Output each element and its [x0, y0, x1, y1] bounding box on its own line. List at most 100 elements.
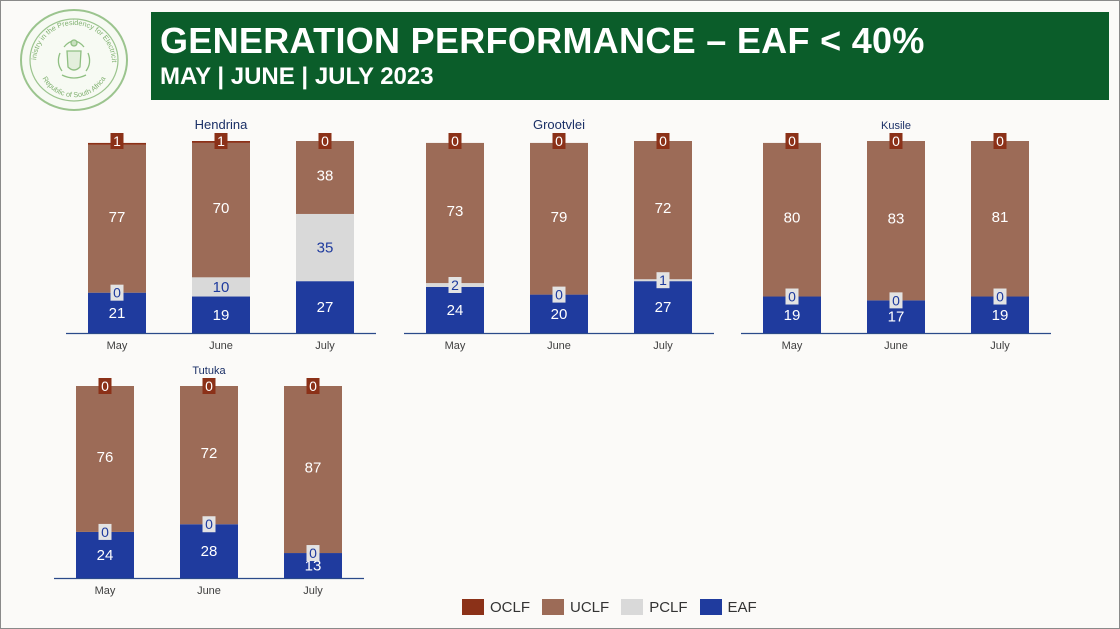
bar-segment-uclf-july: [284, 386, 342, 554]
title-banner: GENERATION PERFORMANCE – EAF < 40% MAY |…: [151, 12, 1109, 100]
chart-grootvlei: Grootvlei 24 2 73 0 May 20 0 79 0 June 27 1 72 0 July: [404, 117, 714, 352]
data-label-eaf-june: 28: [201, 543, 218, 560]
bar-segment-uclf-may: [763, 142, 821, 297]
data-label-box-oclf-june: [889, 133, 903, 149]
data-label-uclf-june: 83: [888, 211, 905, 228]
coat-of-arms-icon: [57, 39, 91, 79]
bar-segment-eaf-june: [180, 524, 238, 578]
chart-title-hendrina: Hendrina: [195, 117, 249, 132]
data-label-box-oclf-june: [202, 378, 216, 394]
legend-label-pclf: PCLF: [649, 598, 688, 616]
data-label-oclf-july: 0: [309, 378, 317, 394]
legend-swatch-eaf: [699, 599, 722, 615]
data-label-uclf-may: 76: [97, 449, 114, 466]
data-label-eaf-may: 21: [109, 305, 126, 322]
data-label-oclf-may: 0: [451, 133, 459, 149]
data-label-uclf-may: 77: [109, 209, 126, 226]
data-label-pclf-may: 2: [451, 277, 459, 293]
x-tick-label-may: May: [95, 585, 116, 597]
data-label-oclf-june: 1: [217, 133, 225, 149]
data-label-box-oclf-july: [306, 378, 320, 394]
data-label-pclf-may: 0: [101, 524, 109, 540]
data-label-oclf-june: 0: [205, 378, 213, 394]
data-label-uclf-july: 72: [655, 200, 672, 217]
data-label-box-pclf-june: [889, 292, 903, 309]
data-label-uclf-may: 73: [447, 203, 464, 220]
x-tick-label-july: July: [653, 340, 673, 352]
legend-swatch-uclf: [542, 599, 565, 615]
data-label-oclf-june: 0: [555, 133, 563, 149]
data-label-oclf-may: 1: [113, 133, 121, 149]
bar-segment-uclf-may: [76, 386, 134, 532]
page-subtitle: MAY | JUNE | JULY 2023: [160, 63, 434, 90]
data-label-box-oclf-july: [993, 133, 1007, 149]
data-label-box-oclf-may: [448, 133, 462, 149]
bar-segment-uclf-june: [180, 386, 238, 525]
legend-label-eaf: EAF: [727, 598, 757, 616]
chart-legend: OCLF UCLF PCLF EAF: [462, 597, 769, 617]
data-label-pclf-june: 0: [892, 292, 900, 308]
data-label-eaf-july: 27: [655, 299, 672, 316]
data-label-uclf-may: 80: [784, 210, 801, 227]
data-label-eaf-may: 24: [447, 302, 464, 319]
data-label-eaf-july: 19: [992, 307, 1009, 324]
data-label-uclf-july: 87: [305, 460, 322, 477]
data-label-box-pclf-june: [552, 286, 566, 303]
data-label-box-oclf-may: [785, 133, 799, 149]
bar-segment-eaf-june: [192, 296, 250, 333]
x-tick-label-may: May: [107, 340, 128, 352]
legend-label-oclf: OCLF: [490, 598, 531, 616]
data-label-box-oclf-may: [98, 378, 112, 394]
data-label-box-oclf-june: [214, 133, 228, 149]
chart-title-tutuka: Tutuka: [192, 365, 226, 377]
data-label-box-oclf-may: [110, 133, 124, 149]
data-label-pclf-july: 35: [317, 240, 334, 257]
x-tick-label-july: July: [315, 340, 335, 352]
legend-item-oclf: OCLF: [462, 599, 530, 616]
chart-hendrina: Hendrina 21 0 77 1 May 19 10 70 1 June 27 35 38 0 July: [66, 117, 376, 352]
legend-item-eaf: EAF: [699, 598, 757, 616]
data-label-pclf-june: 0: [205, 516, 213, 532]
data-label-eaf-june: 17: [888, 309, 905, 326]
data-label-uclf-june: 72: [201, 445, 218, 462]
bar-segment-eaf-july: [634, 281, 692, 333]
legend-item-uclf: UCLF: [542, 599, 609, 616]
data-label-oclf-july: 0: [321, 133, 329, 149]
x-tick-label-july: July: [990, 340, 1010, 352]
data-label-box-pclf-may: [785, 288, 799, 305]
legend-swatch-pclf: [621, 599, 644, 615]
bar-segment-uclf-july: [634, 141, 692, 280]
data-label-pclf-july: 0: [309, 545, 317, 561]
x-tick-label-may: May: [445, 340, 466, 352]
data-label-box-oclf-july: [656, 133, 670, 149]
page-title: GENERATION PERFORMANCE – EAF < 40%: [160, 20, 925, 61]
bar-segment-uclf-july: [971, 141, 1029, 297]
data-label-oclf-july: 0: [996, 133, 1004, 149]
data-label-box-pclf-july: [993, 288, 1007, 305]
bar-segment-uclf-july: [296, 141, 354, 214]
data-label-eaf-july: 27: [317, 299, 334, 316]
data-label-pclf-may: 0: [788, 289, 796, 305]
x-tick-label-may: May: [782, 340, 803, 352]
data-label-eaf-july: 13: [305, 558, 322, 575]
legend-label-uclf: UCLF: [570, 598, 610, 616]
bar-segment-uclf-june: [192, 142, 250, 278]
data-label-eaf-june: 19: [213, 307, 230, 324]
x-tick-label-june: June: [547, 340, 571, 352]
data-label-uclf-july: 81: [992, 209, 1009, 226]
data-label-box-pclf-june: [202, 516, 216, 533]
x-tick-label-june: June: [209, 340, 233, 352]
x-tick-label-june: June: [884, 340, 908, 352]
bar-segment-uclf-may: [88, 144, 146, 293]
data-label-box-oclf-july: [318, 133, 332, 149]
data-label-box-pclf-may: [110, 284, 124, 301]
data-label-pclf-july: 1: [659, 272, 667, 288]
legend-item-pclf: PCLF: [621, 598, 688, 616]
bar-segment-eaf-may: [426, 286, 484, 333]
data-label-eaf-may: 19: [784, 307, 801, 324]
bar-segment-eaf-july: [296, 281, 354, 333]
data-label-pclf-may: 0: [113, 285, 121, 301]
chart-title-grootvlei: Grootvlei: [533, 117, 585, 132]
